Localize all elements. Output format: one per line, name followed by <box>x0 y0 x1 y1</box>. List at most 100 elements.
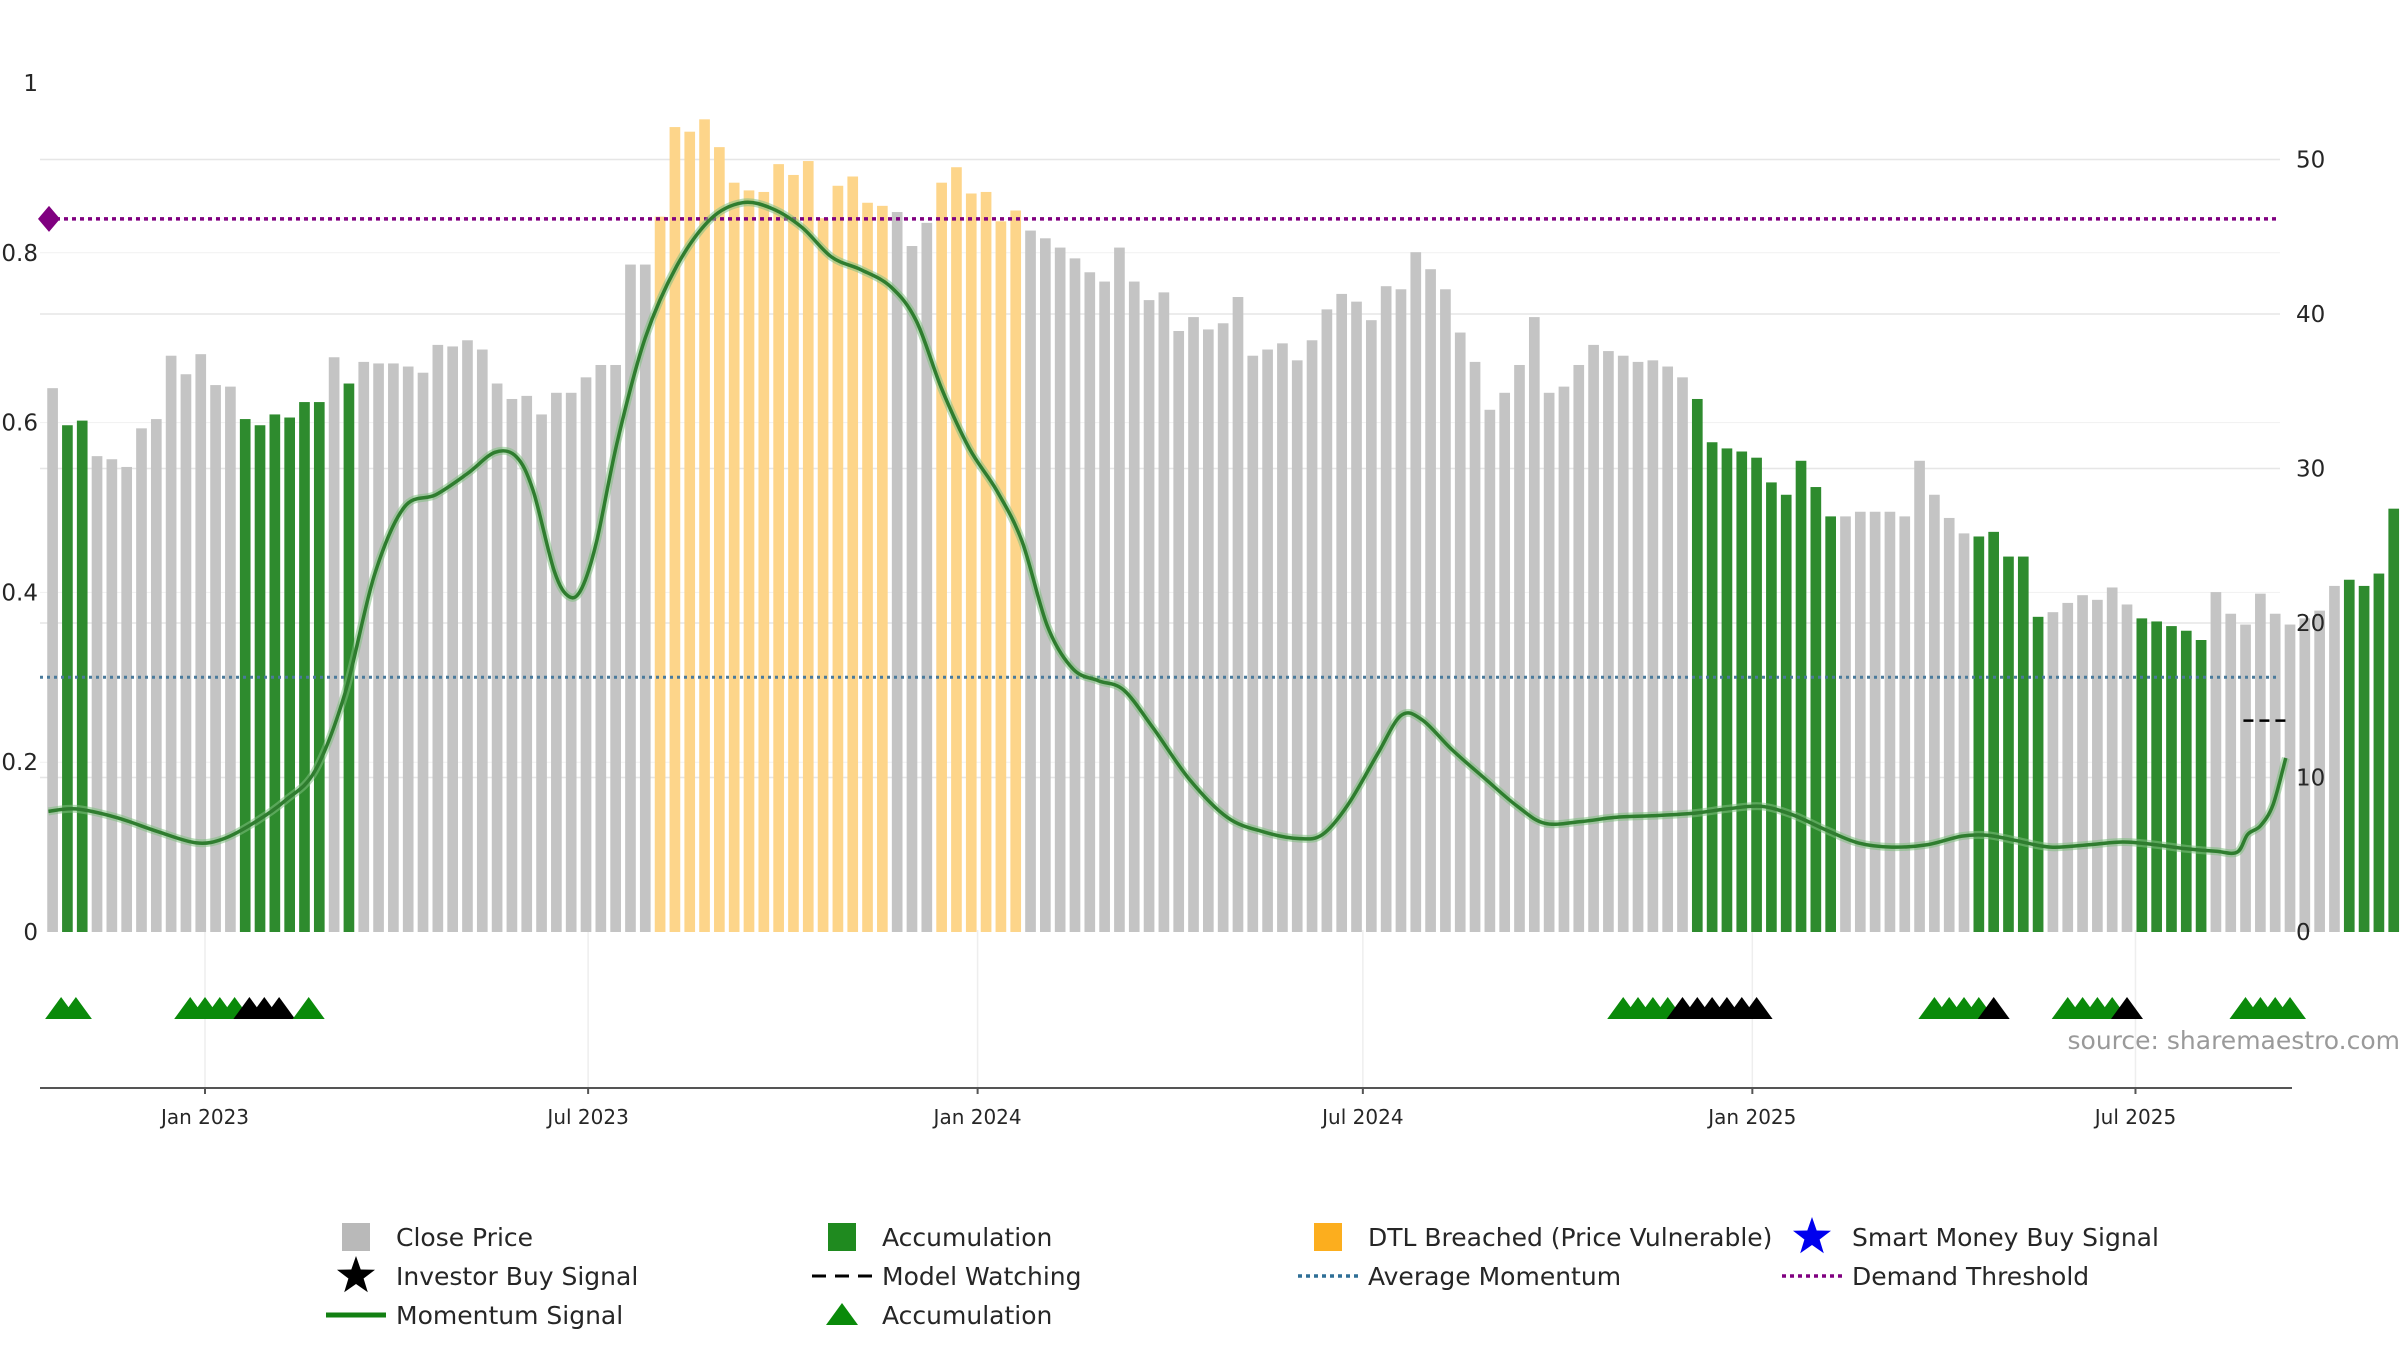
dtl-breached-bar <box>1010 210 1022 933</box>
legend: Close Price Accumulation DTL Breached (Pri… <box>326 1217 2159 1330</box>
legend-star-icon <box>337 1256 375 1293</box>
right-axis-tick-label: 40 <box>2296 302 2325 328</box>
close-price-bar <box>195 354 207 932</box>
dtl-breached-bar <box>714 147 725 932</box>
legend-label: Accumulation <box>882 1301 1052 1330</box>
close-price-bar <box>1588 344 1599 932</box>
accumulation-bar <box>1973 536 1985 932</box>
accumulation-bar <box>299 402 310 932</box>
dtl-breached-bar <box>980 191 992 932</box>
accumulation-bar <box>2343 579 2355 932</box>
close-price-bar <box>1277 343 1288 932</box>
accumulation-bar <box>2166 626 2177 932</box>
accumulation-bar <box>1780 494 1792 932</box>
close-price-bar <box>565 392 577 932</box>
close-price-bar <box>447 346 458 932</box>
close-price-bar <box>639 264 651 932</box>
close-price-bar <box>1425 269 1436 932</box>
close-price-bar <box>47 388 58 932</box>
accumulation-bar <box>2195 640 2207 932</box>
close-price-bar <box>1069 258 1081 932</box>
legend-triangle-icon <box>826 1303 858 1325</box>
legend-label: Model Watching <box>882 1262 1082 1291</box>
close-price-bar <box>1291 360 1303 933</box>
investor-triangle-marker <box>1977 997 2010 1019</box>
dtl-breached-bar <box>802 161 814 933</box>
close-price-bar <box>1484 409 1496 932</box>
accumulation-bar <box>2032 616 2044 932</box>
close-price-bar <box>1914 460 1925 932</box>
close-price-bar <box>2047 612 2059 932</box>
close-price-bar <box>1262 349 1273 932</box>
dtl-breached-bar <box>684 131 696 932</box>
close-price-bar <box>1114 247 1125 932</box>
close-price-bar <box>1054 247 1066 932</box>
close-price-bar <box>625 264 636 932</box>
close-price-bar <box>1173 331 1185 932</box>
left-axis-tick-label: 0 <box>23 920 38 946</box>
accumulation-bar <box>343 383 355 932</box>
close-price-bar <box>432 344 444 932</box>
close-price-bar <box>1217 323 1229 932</box>
accumulation-bar <box>2017 556 2029 932</box>
close-price-bar <box>1454 332 1466 932</box>
dtl-breached-bar <box>951 167 962 933</box>
bars-layer <box>47 119 2400 933</box>
dtl-breached-bar <box>877 205 888 933</box>
close-price-bar <box>1351 301 1362 932</box>
accumulation-bar <box>1795 460 1807 932</box>
dtl-breached-bar <box>847 176 859 932</box>
accumulation-bar <box>313 402 325 932</box>
legend-label: DTL Breached (Price Vulnerable) <box>1368 1223 1772 1252</box>
close-price-bar <box>225 386 236 932</box>
right-axis-tick-label: 50 <box>2296 148 2325 174</box>
close-price-bar <box>1499 392 1511 932</box>
close-price-bar <box>1662 366 1674 932</box>
accumulation-bar <box>1825 516 1836 932</box>
close-price-bar <box>136 428 147 932</box>
accumulation-bar <box>254 425 266 932</box>
close-price-bar <box>595 364 607 932</box>
close-price-bar <box>1854 511 1866 932</box>
source-note: source: sharemaestro.com <box>2068 1026 2400 1055</box>
dtl-breached-bar <box>654 216 666 933</box>
legend-star-icon <box>1793 1217 1831 1254</box>
close-price-bar <box>1128 281 1140 932</box>
dtl-breached-bar <box>669 127 681 932</box>
markers-layer <box>45 997 2306 1019</box>
accumulation-bar <box>269 414 281 932</box>
close-price-bar <box>1884 511 1896 932</box>
close-price-bar <box>1617 355 1629 933</box>
close-price-bar <box>2092 599 2103 932</box>
close-price-bar <box>417 372 429 933</box>
close-price-bar <box>580 377 592 933</box>
left-axis-tick-label: 0.2 <box>1 750 38 776</box>
close-price-bar <box>551 392 562 932</box>
legend-label: Demand Threshold <box>1852 1262 2089 1291</box>
accumulation-bar <box>1751 457 1762 932</box>
close-price-bar <box>1380 286 1392 932</box>
legend-label: Momentum Signal <box>396 1301 623 1330</box>
accumulation-bar <box>1691 398 1703 933</box>
close-price-bar <box>1573 364 1585 932</box>
accumulation-bar <box>239 419 251 932</box>
accumulation-bar <box>1810 487 1822 932</box>
lines-layer <box>38 198 2290 858</box>
x-axis-tick-label: Jan 2024 <box>932 1105 1022 1129</box>
close-price-bar <box>891 212 903 932</box>
close-price-bar <box>1558 386 1570 932</box>
close-price-bar <box>358 361 370 932</box>
close-price-bar <box>1543 392 1555 932</box>
close-price-bar <box>921 222 933 933</box>
accumulation-bar <box>2136 618 2148 932</box>
close-price-bar <box>91 456 103 932</box>
accumulation-bar <box>2151 621 2162 932</box>
close-price-bar <box>1632 361 1644 932</box>
momentum-signal-line <box>48 200 2288 856</box>
accumulation-bar <box>1706 442 1718 932</box>
close-price-bar <box>373 363 384 932</box>
investor-triangle-marker <box>2111 997 2143 1019</box>
close-price-bar <box>1321 309 1333 932</box>
close-price-bar <box>1869 511 1881 932</box>
